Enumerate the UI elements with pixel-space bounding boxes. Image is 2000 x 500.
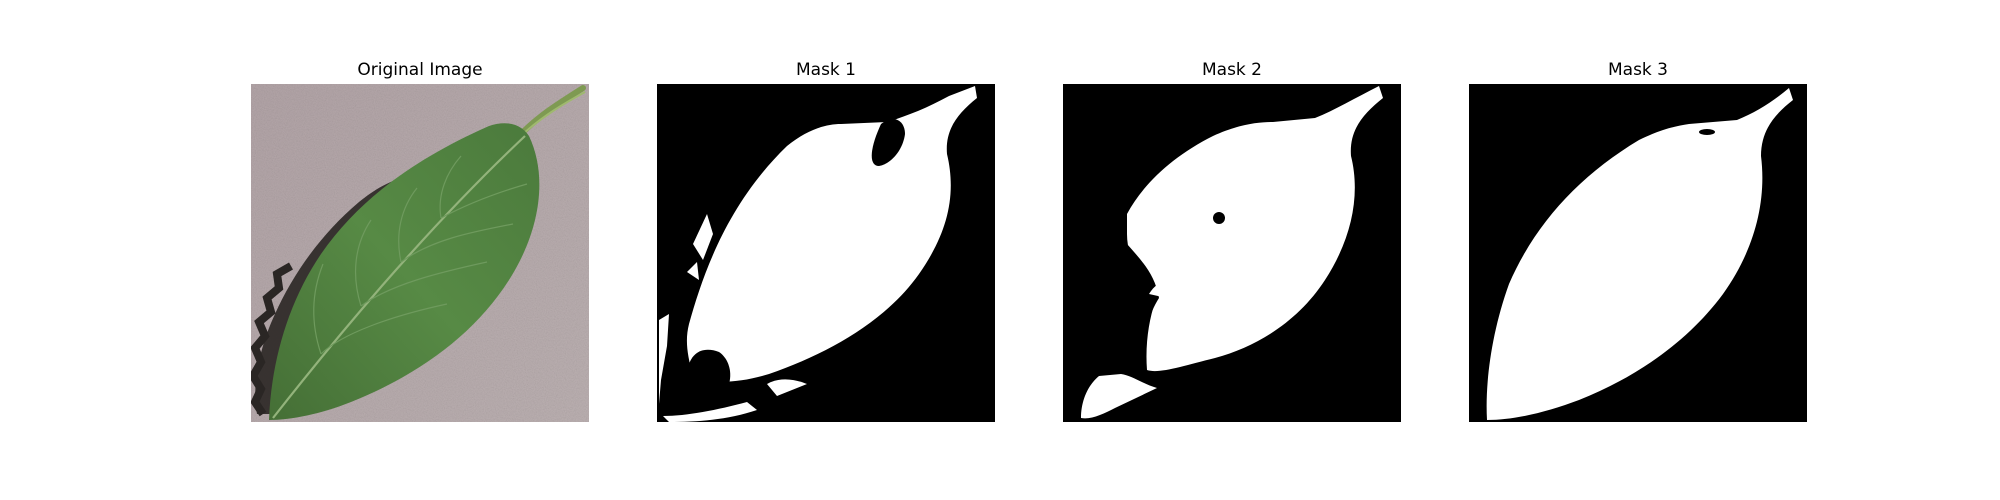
panel-mask-3: Mask 3 (1469, 58, 1807, 422)
original-leaf-photo (251, 84, 589, 422)
panel-title-mask-2: Mask 2 (1201, 60, 1262, 80)
panel-title-mask-3: Mask 3 (1607, 60, 1668, 80)
mask-1-image (657, 84, 995, 422)
panel-original-image: Original Image (251, 58, 589, 422)
panel-title-original: Original Image (357, 60, 483, 80)
panel-title-mask-1: Mask 1 (795, 60, 856, 80)
panel-mask-2: Mask 2 (1063, 58, 1401, 422)
mask-2-image (1063, 84, 1401, 422)
mask-3-image (1469, 84, 1807, 422)
panel-mask-1: Mask 1 (657, 58, 995, 422)
